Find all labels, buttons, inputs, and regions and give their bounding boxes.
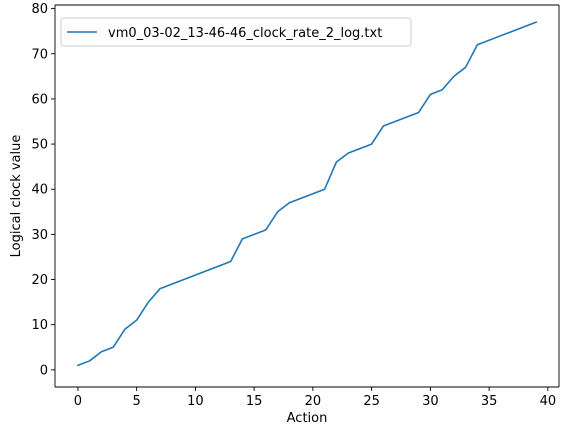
x-tick-label: 5 <box>133 394 141 409</box>
x-tick-label: 25 <box>363 394 380 409</box>
x-tick-label: 0 <box>74 394 82 409</box>
y-tick-label: 50 <box>31 138 48 153</box>
x-tick-label: 30 <box>422 394 439 409</box>
legend: vm0_03-02_13-46-46_clock_rate_2_log.txt <box>60 17 412 47</box>
plot-area <box>76 21 538 367</box>
legend-box <box>60 17 412 47</box>
y-tick-label: 30 <box>31 228 48 243</box>
y-tick-label: 40 <box>31 183 48 198</box>
axes <box>54 4 560 388</box>
legend-series-label: vm0_03-02_13-46-46_clock_rate_2_log.txt <box>108 26 382 41</box>
y-tick-label: 20 <box>31 273 48 288</box>
y-tick-label: 70 <box>31 47 48 62</box>
y-tick-label: 0 <box>40 363 48 378</box>
y-axis-label: Logical clock value <box>9 135 24 258</box>
x-tick-label: 15 <box>246 394 263 409</box>
x-tick-label: 10 <box>187 394 204 409</box>
y-tick-label: 60 <box>31 92 48 107</box>
x-tick-label: 20 <box>305 394 322 409</box>
y-tick-label: 10 <box>31 318 48 333</box>
x-tick-label: 40 <box>540 394 557 409</box>
series-line-0 <box>76 21 538 367</box>
ticks: 0 5 10 15 20 25 30 35 40 0 10 20 30 40 50 60 70 80 <box>31 2 556 409</box>
x-axis-label: Action <box>287 411 328 426</box>
y-tick-label: 80 <box>31 2 48 17</box>
x-tick-label: 35 <box>481 394 498 409</box>
